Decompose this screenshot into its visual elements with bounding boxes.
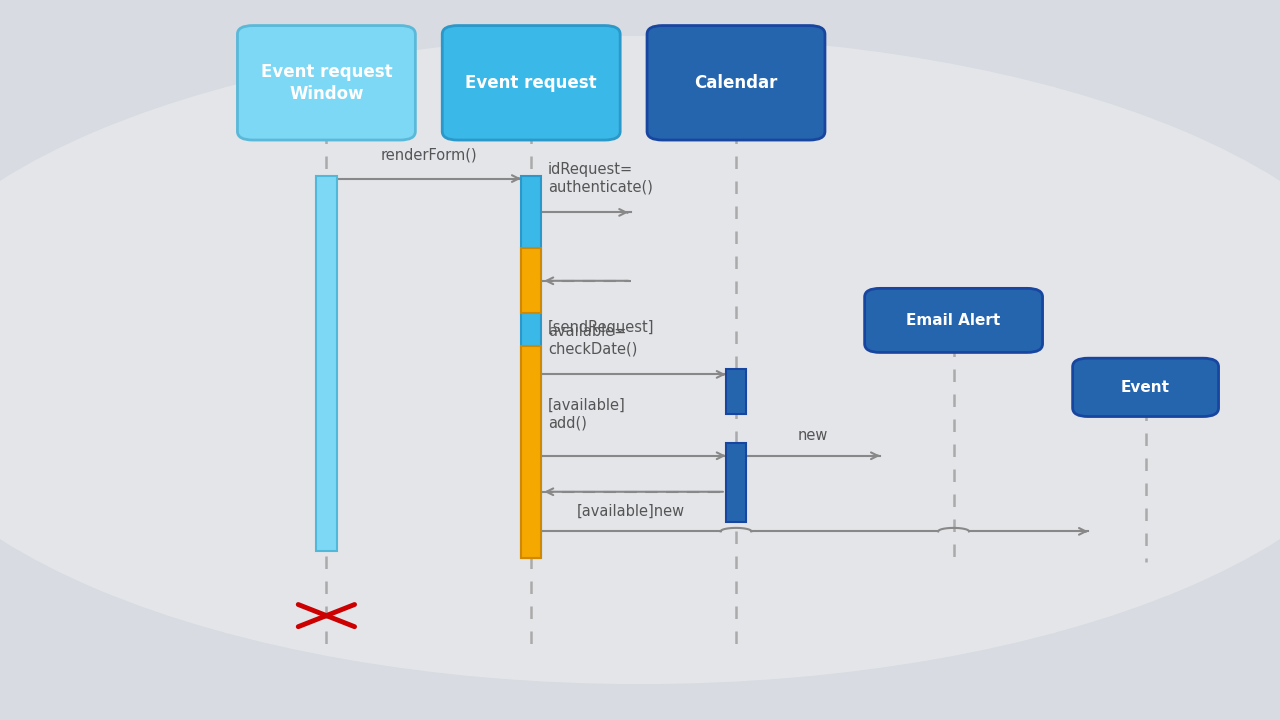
Text: available=
checkDate(): available= checkDate()	[548, 324, 637, 356]
Bar	[726, 369, 746, 414]
Ellipse shape	[0, 36, 1280, 684]
FancyBboxPatch shape	[443, 25, 620, 140]
Text: Event: Event	[1121, 380, 1170, 395]
Text: Event request
Window: Event request Window	[261, 63, 392, 103]
Text: renderForm(): renderForm()	[380, 148, 477, 163]
Bar	[521, 248, 541, 313]
Text: Calendar: Calendar	[694, 73, 778, 91]
FancyBboxPatch shape	[646, 25, 824, 140]
FancyBboxPatch shape	[865, 288, 1042, 352]
Text: idRequest=
authenticate(): idRequest= authenticate()	[548, 162, 653, 194]
FancyBboxPatch shape	[238, 25, 415, 140]
Text: new: new	[797, 428, 828, 443]
Bar	[521, 346, 541, 558]
Text: [available]new: [available]new	[577, 503, 685, 518]
Text: [available]
add(): [available] add()	[548, 398, 626, 431]
Bar	[521, 176, 541, 558]
Text: Email Alert: Email Alert	[906, 313, 1001, 328]
Bar	[316, 176, 337, 551]
Text: Event request: Event request	[466, 73, 596, 91]
Bar	[726, 443, 746, 522]
FancyBboxPatch shape	[1073, 359, 1219, 416]
Text: [sendRequest]: [sendRequest]	[548, 320, 654, 335]
